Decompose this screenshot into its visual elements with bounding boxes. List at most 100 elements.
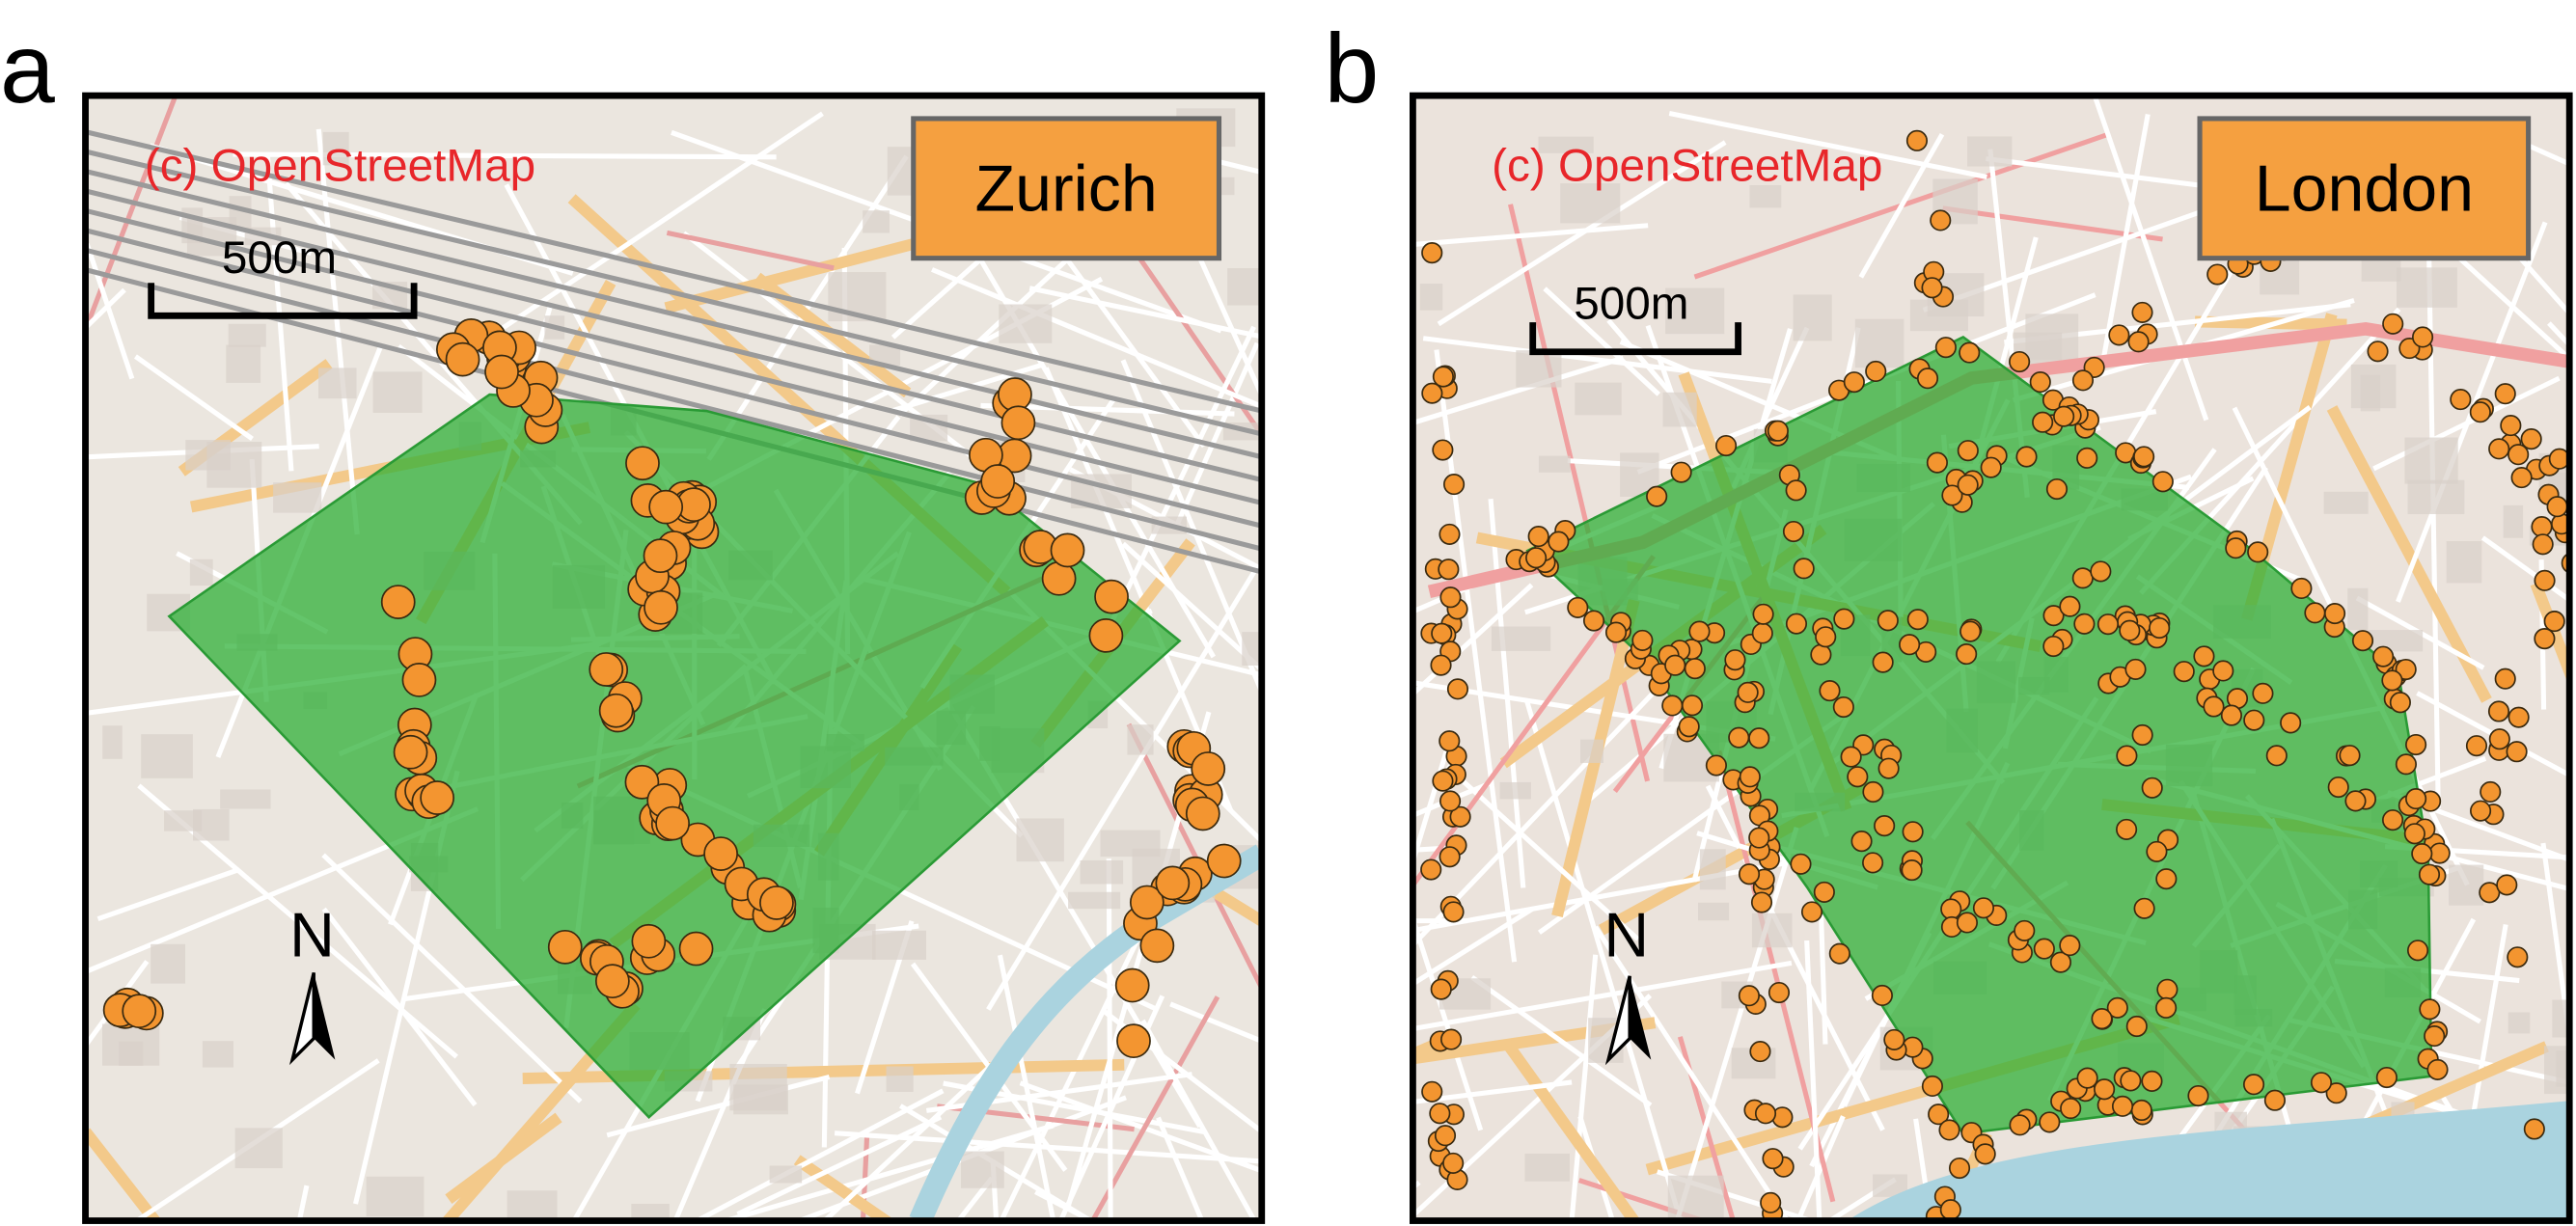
street	[1028, 286, 1262, 340]
point	[2206, 263, 2229, 286]
point	[2090, 560, 2112, 583]
point	[484, 354, 519, 390]
copyright: (c) OpenStreetMap	[1492, 141, 1882, 192]
block	[1419, 284, 1443, 311]
point	[1815, 626, 1837, 648]
street	[321, 853, 583, 1103]
block	[164, 810, 203, 831]
street	[1668, 111, 1987, 179]
point	[2506, 741, 2528, 763]
point	[2327, 776, 2349, 799]
street	[1140, 1019, 1258, 1221]
point	[643, 538, 678, 574]
point	[420, 780, 455, 815]
point	[1828, 942, 1850, 965]
street	[1412, 662, 1683, 949]
street	[606, 1074, 831, 1138]
point	[2033, 938, 2055, 960]
block	[1068, 891, 1121, 910]
street	[133, 354, 254, 441]
point	[1678, 716, 1700, 738]
block	[1854, 318, 1905, 368]
point	[2531, 516, 2553, 538]
block	[1699, 849, 1726, 890]
point	[2488, 728, 2510, 750]
point	[1116, 1023, 1151, 1059]
point	[631, 923, 667, 959]
point	[401, 663, 437, 697]
block	[2507, 1012, 2531, 1034]
point	[1439, 730, 1461, 752]
street	[2480, 535, 2570, 604]
point	[655, 805, 690, 841]
point	[598, 693, 634, 728]
point	[1901, 859, 1923, 882]
street	[672, 1008, 768, 1221]
point	[2220, 704, 2242, 726]
block	[1749, 184, 1782, 208]
point	[2494, 383, 2516, 405]
block	[631, 1204, 670, 1221]
point	[2494, 667, 2516, 690]
block	[1873, 1174, 1907, 1197]
point	[2015, 446, 2038, 468]
point	[1957, 440, 1979, 462]
block	[1538, 136, 1594, 153]
point	[1439, 523, 1461, 545]
point	[2395, 658, 2417, 681]
point	[1843, 371, 1865, 394]
point	[2120, 1070, 2142, 1092]
point	[2310, 1072, 2333, 1094]
street	[1115, 224, 1262, 440]
block	[318, 368, 357, 399]
block	[1016, 818, 1064, 862]
point	[1905, 129, 1929, 151]
copyright: (c) OpenStreetMap	[145, 141, 535, 192]
point	[2572, 511, 2576, 531]
street	[717, 1123, 1055, 1221]
panel-b: b (c) OpenStreetMap London 500m N	[1324, 14, 2576, 1224]
street	[1412, 779, 1494, 819]
north-label: N	[289, 899, 335, 969]
point	[1748, 727, 1770, 749]
block	[2449, 864, 2484, 906]
point	[2096, 613, 2120, 636]
point	[1430, 978, 1452, 1000]
point	[1865, 360, 1887, 383]
point	[1728, 726, 1750, 749]
point	[1439, 846, 1461, 868]
railway	[85, 228, 1262, 529]
block	[1080, 859, 1124, 885]
point	[2053, 405, 2075, 427]
point	[1429, 1103, 1451, 1125]
street	[860, 1135, 870, 1221]
block	[102, 1023, 160, 1066]
point	[1705, 754, 1727, 776]
point	[2119, 619, 2141, 641]
point	[2381, 669, 2403, 692]
point	[644, 589, 678, 625]
point	[1752, 603, 1774, 625]
point	[1819, 680, 1841, 702]
street	[736, 1114, 943, 1216]
point	[2071, 369, 2095, 392]
block	[1967, 136, 2013, 167]
street	[692, 1088, 945, 1221]
block	[189, 559, 213, 586]
point	[2131, 301, 2153, 323]
point	[1185, 796, 1220, 831]
block	[729, 1063, 787, 1111]
block	[228, 323, 266, 347]
point	[393, 734, 428, 770]
block	[185, 440, 231, 471]
point	[2507, 444, 2530, 466]
point	[1439, 586, 1462, 609]
point	[1751, 622, 1773, 644]
point	[2411, 842, 2433, 865]
point	[1421, 242, 1443, 264]
point	[1191, 751, 1226, 786]
point	[1604, 621, 1628, 643]
point	[2133, 446, 2155, 468]
